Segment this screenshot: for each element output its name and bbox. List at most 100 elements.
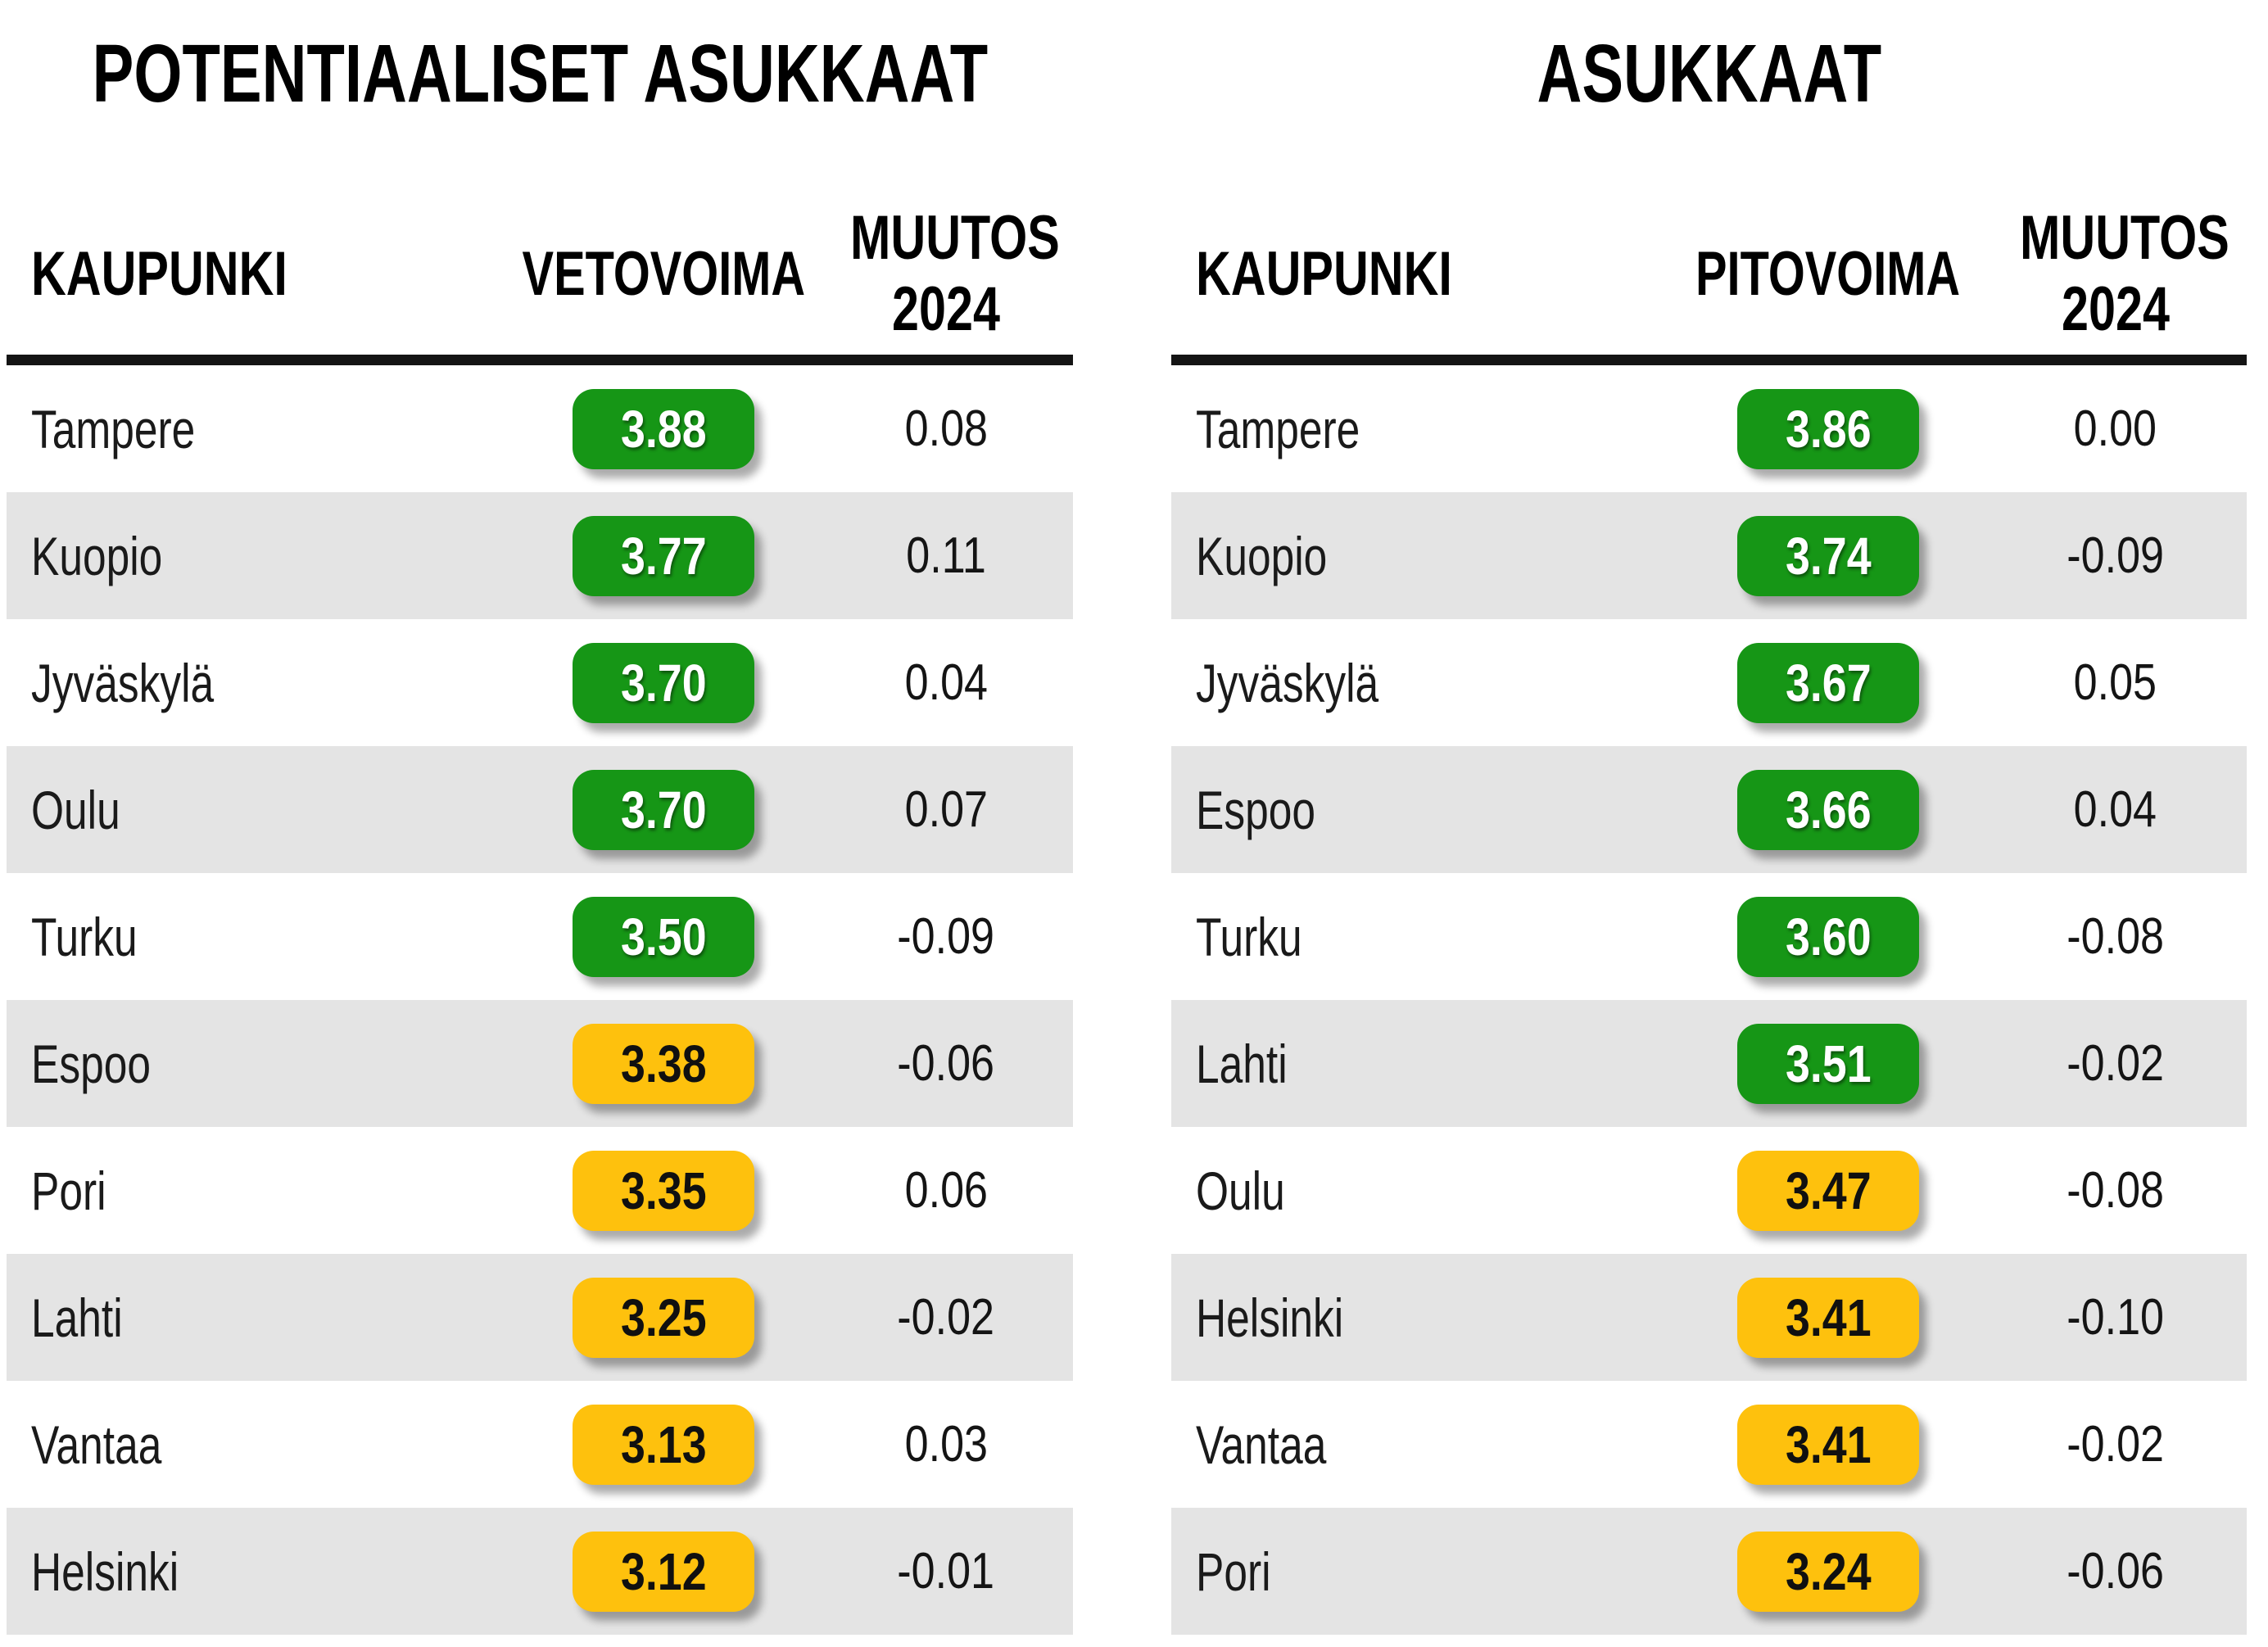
score-label: 3.66	[1785, 780, 1872, 839]
change-cell: -0.02	[888, 1288, 1003, 1346]
score-badge: 3.25	[573, 1277, 754, 1358]
table-row: Vantaa 3.41 -0.02	[1171, 1381, 2247, 1508]
change-cell: 0.07	[897, 781, 996, 839]
change-cell: -0.02	[2057, 1415, 2173, 1473]
change-label: 0.06	[904, 1162, 988, 1219]
city-label: Oulu	[31, 779, 120, 840]
score-badge: 3.24	[1737, 1531, 1919, 1612]
change-label: 0.07	[904, 781, 988, 838]
city-label: Turku	[31, 906, 138, 967]
score-badge: 3.74	[1737, 515, 1919, 596]
city-cell: Tampere	[7, 398, 508, 460]
table-row: Turku 3.60 -0.08	[1171, 873, 2247, 1000]
score-label: 3.13	[620, 1414, 707, 1474]
city-cell: Espoo	[7, 1033, 508, 1095]
city-label: Vantaa	[1196, 1414, 1327, 1475]
score-badge: 3.13	[573, 1404, 754, 1485]
score-badge: 3.51	[1737, 1023, 1919, 1104]
score-label: 3.38	[620, 1034, 707, 1093]
table-row: Lahti 3.51 -0.02	[1171, 1000, 2247, 1127]
city-label: Lahti	[31, 1287, 123, 1348]
table-row: Espoo 3.38 -0.06	[7, 1000, 1073, 1127]
change-label: 0.03	[904, 1416, 988, 1473]
score-label: 3.47	[1785, 1161, 1872, 1220]
score-label: 3.50	[620, 907, 707, 966]
city-label: Pori	[1196, 1541, 1271, 1602]
column-header-city-label: KAUPUNKI	[1196, 238, 1452, 309]
score-badge: 3.12	[573, 1531, 754, 1612]
column-header-score: PITOVOIMA	[1654, 238, 2002, 310]
city-cell: Espoo	[1171, 779, 1673, 841]
change-label: -0.10	[2067, 1289, 2164, 1346]
change-label: 0.08	[904, 400, 988, 457]
table-row: Turku 3.50 -0.09	[7, 873, 1073, 1000]
city-cell: Tampere	[1171, 398, 1673, 460]
column-header-city-label: KAUPUNKI	[31, 238, 287, 309]
table-row: Kuopio 3.77 0.11	[7, 492, 1073, 619]
city-cell: Helsinki	[1171, 1287, 1673, 1349]
city-cell: Pori	[7, 1160, 508, 1222]
change-label: 0.00	[2073, 400, 2157, 457]
city-cell: Jyväskylä	[7, 652, 508, 714]
city-cell: Oulu	[1171, 1160, 1673, 1222]
city-label: Tampere	[1196, 398, 1360, 459]
score-badge: 3.67	[1737, 642, 1919, 723]
change-label: -0.02	[897, 1289, 995, 1346]
panel-title-row: POTENTIAALISET ASUKKAAT	[7, 0, 1073, 147]
change-label: -0.08	[2067, 908, 2164, 965]
change-cell: -0.08	[2057, 1161, 2173, 1219]
change-label: -0.02	[2067, 1035, 2164, 1092]
score-badge: 3.70	[573, 642, 754, 723]
change-label: -0.06	[2067, 1543, 2164, 1599]
city-label: Oulu	[1196, 1160, 1285, 1221]
city-cell: Kuopio	[1171, 525, 1673, 587]
table-body: Tampere 3.86 0.00 Kuopio 3.74 -0.09 Jyvä…	[1171, 365, 2247, 1635]
city-label: Espoo	[1196, 779, 1315, 840]
city-cell: Oulu	[7, 779, 508, 841]
score-label: 3.77	[620, 526, 707, 586]
score-badge: 3.60	[1737, 896, 1919, 977]
change-cell: -0.10	[2057, 1288, 2173, 1346]
change-label: 0.04	[904, 654, 988, 711]
score-badge: 3.38	[573, 1023, 754, 1104]
score-label: 3.67	[1785, 653, 1872, 713]
city-cell: Lahti	[7, 1287, 508, 1349]
city-label: Jyväskylä	[31, 652, 215, 713]
score-label: 3.51	[1785, 1034, 1872, 1093]
score-label: 3.41	[1785, 1287, 1872, 1347]
table-row: Oulu 3.47 -0.08	[1171, 1127, 2247, 1254]
change-label: -0.09	[897, 908, 995, 965]
change-cell: 0.05	[2066, 654, 2165, 712]
column-header-city: KAUPUNKI	[7, 238, 508, 310]
change-cell: 0.08	[897, 400, 996, 458]
change-label: -0.06	[897, 1035, 995, 1092]
header-divider	[7, 355, 1073, 365]
score-badge: 3.77	[573, 515, 754, 596]
table-row: Pori 3.35 0.06	[7, 1127, 1073, 1254]
change-label: 0.11	[906, 527, 986, 584]
city-label: Vantaa	[31, 1414, 162, 1475]
change-cell: -0.01	[888, 1542, 1003, 1600]
score-label: 3.74	[1785, 526, 1872, 586]
score-badge: 3.47	[1737, 1150, 1919, 1231]
potential-residents-panel: POTENTIAALISET ASUKKAAT KAUPUNKI VETOVOI…	[7, 0, 1073, 1635]
score-badge: 3.86	[1737, 388, 1919, 469]
table-row: Vantaa 3.13 0.03	[7, 1381, 1073, 1508]
header-divider	[1171, 355, 2247, 365]
score-label: 3.86	[1785, 399, 1872, 459]
score-badge: 3.41	[1737, 1404, 1919, 1485]
change-label: -0.09	[2067, 527, 2164, 584]
column-header-change: MUUTOS 2024	[1993, 202, 2239, 346]
city-label: Kuopio	[31, 525, 163, 586]
score-label: 3.60	[1785, 907, 1872, 966]
score-badge: 3.70	[573, 769, 754, 850]
city-cell: Vantaa	[1171, 1414, 1673, 1476]
score-label: 3.25	[620, 1287, 707, 1347]
column-header-change-label: MUUTOS 2024	[2019, 202, 2230, 344]
change-cell: 0.11	[899, 527, 994, 585]
score-label: 3.35	[620, 1161, 707, 1220]
table-row: Pori 3.24 -0.06	[1171, 1508, 2247, 1635]
column-header-score-label: VETOVOIMA	[522, 238, 805, 309]
score-label: 3.24	[1785, 1541, 1872, 1601]
change-cell: 0.04	[2066, 781, 2165, 839]
